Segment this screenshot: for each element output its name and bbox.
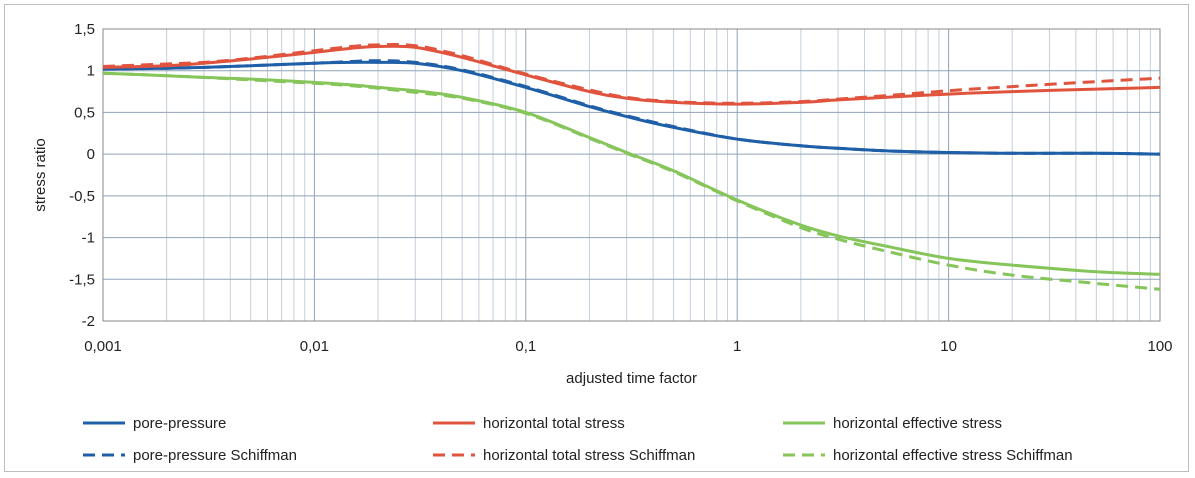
legend-label-1: pore-pressure Schiffman <box>133 447 297 464</box>
series-line-5 <box>102 71 1161 291</box>
y-tick-label: -1,5 <box>69 271 95 288</box>
legend-label-2: horizontal total stress <box>483 415 625 432</box>
legend: pore-pressure pore-pressure Schiffman hori… <box>83 415 1073 464</box>
x-axis-label: adjusted time factor <box>566 370 697 387</box>
chart-frame: 1,5 1 0,5 0 -0,5 -1 -1,5 -2 0,001 0,01 0,1 1 10 100 … <box>4 4 1189 472</box>
grid <box>102 28 1160 322</box>
x-tick-labels: 0,001 0,01 0,1 1 10 100 <box>84 338 1172 355</box>
y-tick-label: 1,5 <box>74 21 95 38</box>
x-tick-label: 1 <box>733 338 741 355</box>
y-tick-label: 0 <box>87 146 95 163</box>
y-tick-label: -1 <box>82 230 95 247</box>
plot-area-border <box>102 28 1161 322</box>
x-tick-label: 0,001 <box>84 338 122 355</box>
series-layer <box>102 43 1161 291</box>
legend-label-3: horizontal total stress Schiffman <box>483 447 695 464</box>
x-tick-label: 0,1 <box>515 338 536 355</box>
x-tick-label: 100 <box>1147 338 1172 355</box>
y-tick-label: 0,5 <box>74 104 95 121</box>
legend-label-5: horizontal effective stress Schiffman <box>833 447 1073 464</box>
series-line-2 <box>102 44 1161 106</box>
legend-label-4: horizontal effective stress <box>833 415 1002 432</box>
series-line-4 <box>102 71 1161 276</box>
series-line-3 <box>102 43 1161 105</box>
legend-label-0: pore-pressure <box>133 415 226 432</box>
y-tick-label: -0,5 <box>69 188 95 205</box>
chart-svg: 1,510,50-0,5-1-1,5-2 0,001 0,01 0,1 1 10 100 … <box>32 21 1173 464</box>
series-line-1 <box>102 59 1161 156</box>
y-tick-label: 1 <box>87 63 95 80</box>
x-tick-label: 0,01 <box>300 338 329 355</box>
y-tick-label: -2 <box>82 313 95 330</box>
y-tick-labels: 1,5 1 0,5 0 -0,5 -1 -1,5 -2 <box>69 21 95 330</box>
y-axis-label: stress ratio <box>32 138 49 211</box>
x-tick-label: 10 <box>940 338 957 355</box>
series-line-0 <box>102 60 1161 156</box>
